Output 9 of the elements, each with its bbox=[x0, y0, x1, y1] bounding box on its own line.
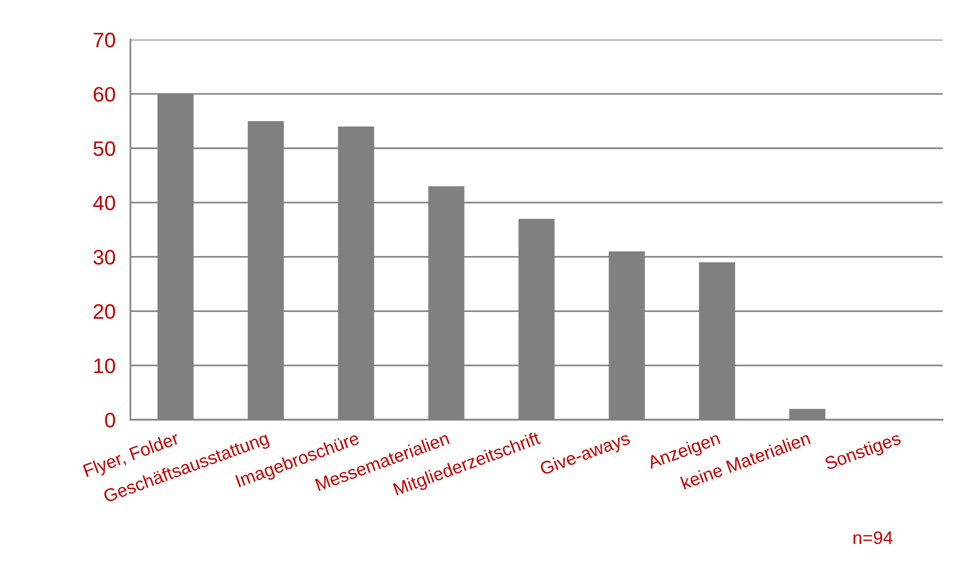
y-tick-label: 30 bbox=[93, 250, 116, 265]
y-tick-label: 40 bbox=[93, 196, 116, 210]
y-tick-label: 70 bbox=[94, 32, 116, 48]
y-tick-label: 50 bbox=[94, 141, 116, 156]
text: n=94 bbox=[854, 531, 892, 544]
y-tick-label: 0 bbox=[105, 412, 116, 428]
y-tick-label: 60 bbox=[94, 86, 116, 102]
y-tick-label: 20 bbox=[94, 304, 116, 319]
y-tick-label: 10 bbox=[94, 358, 116, 374]
